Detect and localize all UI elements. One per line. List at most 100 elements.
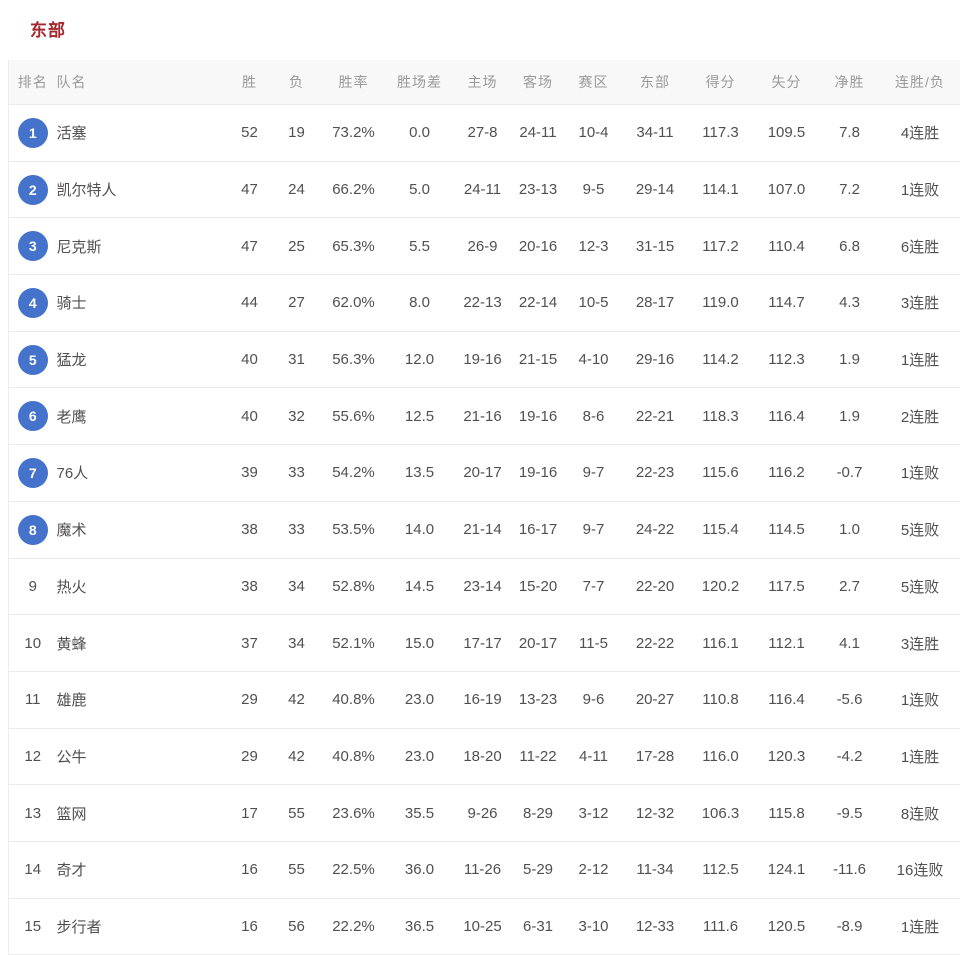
- cell-home: 19-16: [453, 330, 512, 388]
- cell-streak: 2连胜: [879, 387, 960, 445]
- cell-pts_for: 114.2: [687, 330, 754, 388]
- cell-pct: 22.5%: [321, 840, 386, 899]
- team-name[interactable]: 魔术: [56, 522, 87, 540]
- cell-pct: 54.2%: [321, 444, 386, 502]
- cell-streak: 1连胜: [879, 727, 960, 785]
- cell-wins: 44: [227, 274, 272, 332]
- col-header-streak: 连胜/负: [879, 60, 960, 105]
- cell-wins: 52: [227, 104, 272, 162]
- team-name[interactable]: 老鹰: [56, 408, 87, 426]
- cell-pct: 65.3%: [321, 217, 386, 275]
- team-name[interactable]: 活塞: [56, 125, 87, 143]
- cell-away: 24-11: [511, 104, 565, 162]
- cell-gb: 5.0: [385, 160, 454, 218]
- cell-away: 21-15: [511, 330, 565, 388]
- team-name[interactable]: 凯尔特人: [56, 182, 117, 200]
- cell-streak: 1连胜: [879, 330, 960, 388]
- cell-east: 20-27: [622, 670, 688, 729]
- cell-away: 8-29: [511, 784, 565, 842]
- team-name[interactable]: 奇才: [56, 862, 87, 880]
- cell-net: 7.8: [819, 104, 880, 162]
- cell-east: 11-34: [622, 840, 688, 899]
- cell-wins: 40: [227, 387, 272, 445]
- cell-rank: 6: [8, 387, 57, 445]
- cell-pts_for: 115.4: [687, 500, 754, 558]
- rank-number: 10: [24, 634, 42, 652]
- team-name[interactable]: 步行者: [56, 918, 102, 936]
- cell-net: -5.6: [819, 670, 880, 729]
- cell-losses: 25: [271, 217, 322, 275]
- cell-wins: 37: [227, 614, 272, 672]
- cell-division: 8-6: [564, 387, 623, 445]
- cell-home: 17-17: [453, 614, 512, 672]
- cell-pts_against: 116.4: [753, 670, 820, 729]
- cell-east: 12-32: [622, 784, 688, 842]
- page-header: 东部: [0, 0, 960, 60]
- cell-gb: 36.0: [385, 840, 454, 899]
- standings-table: 排名 队名胜负胜率 胜场差 主场 客场 赛区 东部 得分 失分 净胜 连胜/负 1 活塞 52 19 73.…: [8, 60, 960, 955]
- rank-badge: 3: [17, 231, 48, 262]
- standings-row: 7 76人 39 33 54.2% 13.5 20-17 19-16 9-7 22-23 115.6…: [8, 444, 960, 502]
- rank-number: 14: [24, 861, 42, 879]
- cell-team: 热火: [56, 557, 228, 615]
- team-name[interactable]: 雄鹿: [56, 692, 87, 710]
- rank-number: 12: [24, 747, 42, 765]
- cell-wins: 47: [227, 160, 272, 218]
- cell-team: 凯尔特人: [56, 160, 228, 218]
- cell-home: 26-9: [453, 217, 512, 275]
- cell-away: 11-22: [511, 727, 565, 785]
- cell-pts_for: 110.8: [687, 670, 754, 729]
- standings-body: 1 活塞 52 19 73.2% 0.0 27-8 24-11 10-4 34-11 117.3 10…: [8, 104, 960, 955]
- col-header-gb: 胜场差: [385, 60, 454, 105]
- team-name[interactable]: 公牛: [56, 748, 87, 766]
- team-name[interactable]: 猛龙: [56, 352, 87, 370]
- cell-net: 4.1: [819, 614, 880, 672]
- cell-net: 2.7: [819, 557, 880, 615]
- cell-gb: 13.5: [385, 444, 454, 502]
- cell-pct: 23.6%: [321, 784, 386, 842]
- cell-division: 4-10: [564, 330, 623, 388]
- team-name[interactable]: 76人: [56, 465, 89, 483]
- cell-losses: 55: [271, 784, 322, 842]
- cell-streak: 3连胜: [879, 614, 960, 672]
- cell-streak: 16连败: [879, 840, 960, 899]
- cell-net: 6.8: [819, 217, 880, 275]
- cell-rank: 13: [8, 784, 57, 842]
- team-name[interactable]: 黄蜂: [56, 635, 87, 653]
- cell-pts_for: 116.0: [687, 727, 754, 785]
- cell-division: 9-7: [564, 500, 623, 558]
- cell-net: -4.2: [819, 727, 880, 785]
- rank-number: 11: [24, 691, 41, 709]
- cell-pct: 55.6%: [321, 387, 386, 445]
- standings-row: 2 凯尔特人 47 24 66.2% 5.0 24-11 23-13 9-5 29-14 114.1…: [8, 160, 960, 218]
- cell-pts_against: 115.8: [753, 784, 820, 842]
- rank-badge: 6: [17, 401, 48, 432]
- cell-team: 雄鹿: [56, 670, 228, 729]
- col-header-wins: 胜: [227, 60, 272, 105]
- cell-gb: 5.5: [385, 217, 454, 275]
- cell-pts_for: 111.6: [687, 897, 754, 955]
- cell-home: 23-14: [453, 557, 512, 615]
- cell-away: 15-20: [511, 557, 565, 615]
- cell-away: 19-16: [511, 387, 565, 445]
- cell-division: 2-12: [564, 840, 623, 899]
- cell-pts_against: 120.5: [753, 897, 820, 955]
- cell-team: 魔术: [56, 500, 228, 558]
- team-name[interactable]: 篮网: [56, 805, 87, 823]
- team-name[interactable]: 热火: [56, 578, 87, 596]
- cell-losses: 31: [271, 330, 322, 388]
- cell-pts_against: 116.4: [753, 387, 820, 445]
- cell-east: 34-11: [622, 104, 688, 162]
- cell-pct: 53.5%: [321, 500, 386, 558]
- team-name[interactable]: 骑士: [56, 295, 87, 313]
- cell-rank: 15: [8, 897, 57, 955]
- standings-row: 14 奇才 16 55 22.5% 36.0 11-26 5-29 2-12 11-34 112.5…: [8, 840, 960, 899]
- cell-gb: 14.0: [385, 500, 454, 558]
- cell-home: 21-16: [453, 387, 512, 445]
- cell-pts_for: 106.3: [687, 784, 754, 842]
- cell-pts_for: 117.3: [687, 104, 754, 162]
- standings-row: 15 步行者 16 56 22.2% 36.5 10-25 6-31 3-10 12-33 111.…: [8, 897, 960, 955]
- team-name[interactable]: 尼克斯: [56, 238, 102, 256]
- cell-home: 16-19: [453, 670, 512, 729]
- standings-row: 8 魔术 38 33 53.5% 14.0 21-14 16-17 9-7 24-22 115.4 1…: [8, 500, 960, 558]
